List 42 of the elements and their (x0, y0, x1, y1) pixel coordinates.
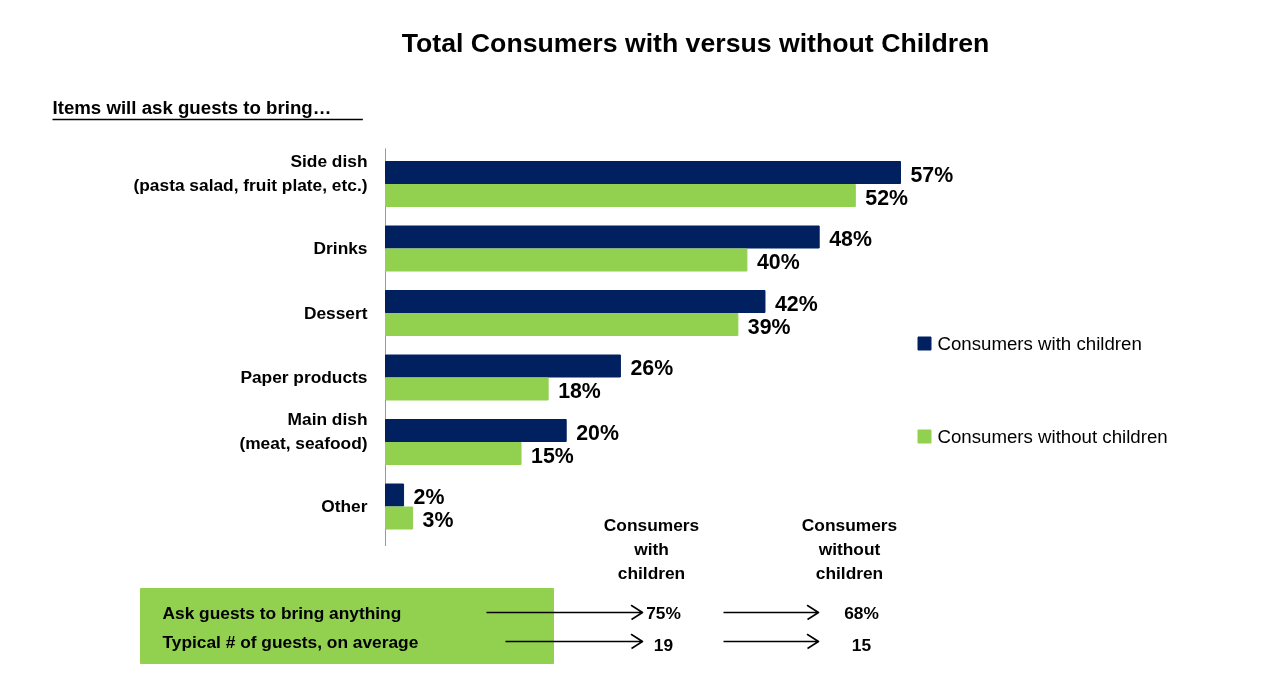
text: 15 (851, 634, 872, 655)
data-label: 3% (422, 508, 454, 532)
bar (385, 377, 549, 401)
data-label: 39% (747, 314, 791, 339)
y-tick-label: Other (321, 496, 368, 516)
bar (385, 506, 414, 530)
bar (385, 442, 522, 465)
data-label: 18% (558, 379, 601, 403)
y-tick-label: Main dish (meat, seafood) (239, 408, 368, 453)
data-label: 40% (756, 250, 800, 274)
data-label: 48% (829, 227, 872, 251)
chart-title: Total Consumers with versus without Children (401, 27, 990, 58)
bar (385, 161, 901, 184)
text: Typical # of guests, on average (162, 631, 419, 652)
annotation: Consumers without children (801, 514, 898, 583)
y-tick-label: Drinks (313, 238, 368, 258)
bar (385, 354, 621, 378)
bar (385, 313, 739, 336)
bar (385, 225, 820, 249)
annotation: Consumers with children (603, 514, 700, 583)
text: Items will ask guests to bring… (52, 97, 332, 118)
data-label: 2% (413, 485, 445, 509)
data-label: 15% (531, 443, 574, 468)
bar (385, 483, 405, 507)
text: 75% (646, 602, 681, 623)
legend-label: Consumers with children (937, 333, 1142, 354)
data-label: 57% (910, 162, 954, 187)
text: Ask guests to bring anything (162, 602, 402, 623)
data-label: 42% (774, 291, 818, 316)
text: 68% (844, 602, 879, 623)
bar (385, 290, 766, 313)
legend-label: Consumers without children (937, 426, 1168, 447)
bar (385, 184, 856, 207)
bar (385, 248, 748, 272)
text: 19 (653, 634, 674, 655)
bar (385, 419, 567, 442)
data-label: 20% (576, 420, 619, 445)
data-label: 26% (630, 356, 674, 380)
y-tick-label: Paper products (240, 367, 368, 387)
y-tick-label: Dessert (303, 302, 368, 323)
data-label: 52% (865, 185, 909, 210)
y-tick-label: Side dish (pasta salad, fruit plate, etc.) (133, 150, 368, 195)
